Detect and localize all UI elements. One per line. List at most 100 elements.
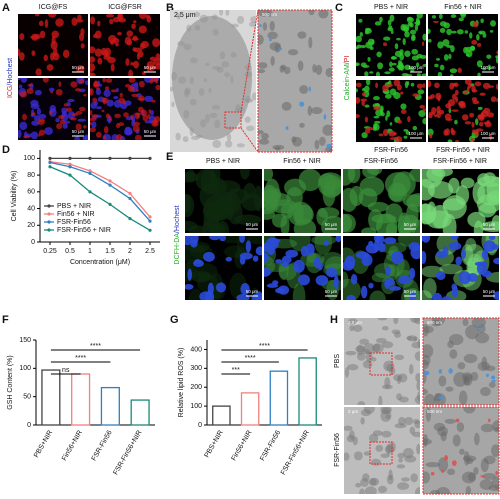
- blob: [362, 473, 370, 482]
- blob: [359, 488, 365, 494]
- blob: [39, 30, 46, 39]
- blob: [185, 262, 196, 283]
- blob: [383, 36, 391, 41]
- blob: [465, 324, 479, 340]
- blob: [308, 86, 312, 92]
- blob: [457, 362, 466, 370]
- blob: [431, 169, 454, 177]
- blob: [151, 99, 156, 103]
- blob: [46, 64, 54, 71]
- blob: [128, 78, 136, 83]
- zoom-link: [240, 9, 259, 113]
- blob: [393, 91, 401, 100]
- blob: [104, 53, 109, 58]
- blob: [382, 84, 389, 92]
- blob: [412, 419, 420, 425]
- blob: [136, 89, 139, 92]
- blob: [299, 85, 309, 94]
- blob: [481, 270, 492, 278]
- micrograph: [90, 14, 160, 76]
- blob: [400, 109, 407, 115]
- blob: [308, 10, 315, 16]
- blob: [441, 469, 445, 473]
- blob: [385, 115, 388, 121]
- blob: [357, 401, 366, 405]
- blob: [344, 452, 350, 461]
- bar: [130, 399, 150, 426]
- y-tick-label: 300: [190, 365, 202, 372]
- y-tick-label: 100: [190, 403, 202, 410]
- blob: [112, 37, 120, 44]
- blob: [138, 95, 145, 102]
- blob: [428, 111, 435, 116]
- blob: [407, 115, 411, 123]
- blob: [464, 30, 469, 34]
- blob: [482, 82, 491, 90]
- blob: [185, 194, 192, 213]
- blob: [431, 15, 437, 19]
- blob: [471, 97, 478, 102]
- bar: [212, 405, 231, 426]
- micrograph: [356, 80, 426, 142]
- blob: [444, 455, 449, 461]
- blob: [270, 56, 275, 66]
- blob: [466, 50, 473, 58]
- blob: [359, 338, 370, 345]
- blob: [371, 272, 388, 283]
- blob: [389, 286, 401, 291]
- blob: [410, 67, 415, 72]
- blob: [440, 431, 447, 442]
- blob: [437, 457, 449, 473]
- blob: [479, 92, 486, 96]
- blobs: [264, 236, 341, 300]
- blob: [404, 50, 411, 57]
- blob: [428, 128, 434, 136]
- blob: [405, 73, 413, 76]
- blob: [240, 169, 250, 180]
- blob: [412, 93, 420, 97]
- blob: [205, 290, 215, 300]
- blob: [59, 119, 66, 125]
- blob: [404, 64, 412, 71]
- blob: [402, 214, 419, 231]
- blob: [115, 134, 123, 140]
- blob: [91, 114, 99, 118]
- blob: [481, 356, 488, 371]
- blob: [209, 236, 221, 241]
- blob: [225, 140, 233, 148]
- blob: [343, 213, 356, 233]
- blob: [382, 325, 389, 331]
- blob: [375, 71, 381, 76]
- zoom-link: [240, 127, 259, 153]
- blob: [383, 42, 388, 47]
- blob: [305, 243, 315, 256]
- blob: [415, 372, 420, 382]
- blob: [132, 37, 139, 41]
- blob: [483, 121, 489, 125]
- blob: [19, 33, 25, 41]
- blob: [423, 388, 429, 396]
- blob: [448, 368, 453, 374]
- blob: [471, 39, 478, 45]
- blob: [91, 121, 97, 129]
- blob: [384, 71, 391, 75]
- blob: [94, 48, 103, 57]
- bar: [100, 386, 120, 426]
- blob: [384, 93, 392, 99]
- blob: [474, 81, 482, 87]
- blob: [410, 245, 420, 260]
- blob: [423, 344, 434, 358]
- blob: [267, 31, 278, 40]
- blob: [124, 36, 132, 45]
- blob: [33, 115, 41, 122]
- blob: [381, 384, 393, 390]
- blob: [371, 458, 381, 466]
- blob: [456, 422, 465, 432]
- blob: [488, 236, 496, 241]
- blob: [418, 110, 426, 117]
- stain-part: ICG: [7, 86, 14, 98]
- blob: [219, 236, 227, 242]
- blob: [361, 100, 365, 107]
- blob: [451, 460, 457, 466]
- column-header: FSR-Fin56: [364, 158, 398, 165]
